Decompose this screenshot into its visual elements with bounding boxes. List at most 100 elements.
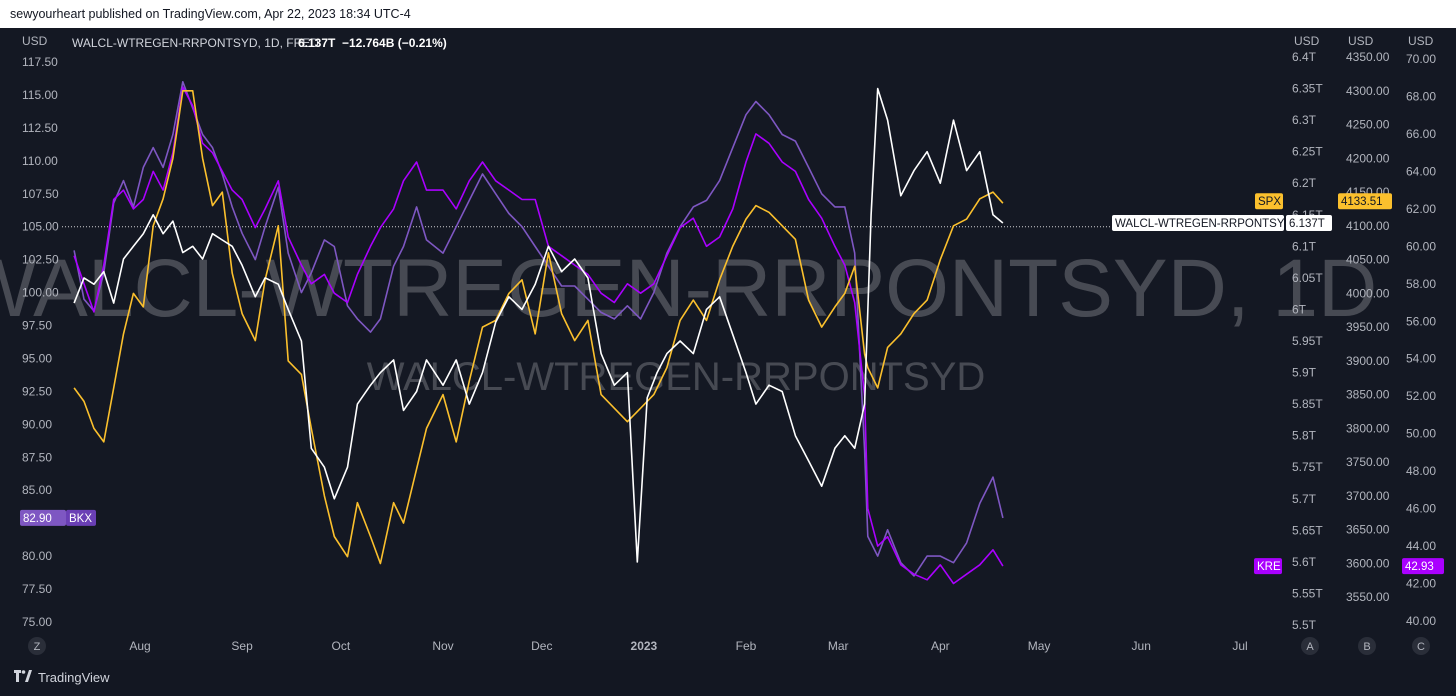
axis-tick-bkx: 85.00 — [22, 483, 52, 497]
unit-label-spx: USD — [1348, 34, 1374, 48]
axis-tick-bkx: 110.00 — [22, 154, 58, 168]
axis-tick-liquidity: 5.9T — [1292, 366, 1317, 380]
axis-tick-liquidity: 5.6T — [1292, 555, 1317, 569]
axis-tick-spx: 3550.00 — [1346, 590, 1390, 604]
axis-tick-liquidity: 6.25T — [1292, 145, 1323, 159]
axis-tick-liquidity: 5.95T — [1292, 334, 1323, 348]
axis-tick-bkx: 107.50 — [22, 187, 59, 201]
x-tick-label: 2023 — [631, 639, 658, 653]
axis-tick-bkx: 87.50 — [22, 450, 52, 464]
legend-change: −12.764B (−0.21%) — [342, 36, 447, 50]
axis-tick-spx: 3800.00 — [1346, 421, 1390, 435]
axis-tick-spx: 3700.00 — [1346, 489, 1390, 503]
axis-tick-kre: 42.00 — [1406, 577, 1436, 591]
axis-tick-bkx: 90.00 — [22, 417, 52, 431]
axis-tick-liquidity: 5.75T — [1292, 460, 1323, 474]
axis-tick-kre: 50.00 — [1406, 427, 1436, 441]
x-tick-label: Apr — [931, 639, 950, 653]
axis-tick-bkx: 77.50 — [22, 582, 52, 596]
svg-text:WALCL-WTREGEN-RRPONTSYD: WALCL-WTREGEN-RRPONTSYD — [1115, 218, 1293, 230]
axis-tick-kre: 40.00 — [1406, 614, 1436, 628]
axis-tick-bkx: 117.50 — [22, 55, 58, 69]
x-tick-label: May — [1028, 639, 1051, 653]
x-tick-label: Nov — [432, 639, 453, 653]
axis-tick-liquidity: 5.85T — [1292, 397, 1323, 411]
axis-tick-kre: 70.00 — [1406, 52, 1436, 66]
axis-tick-liquidity: 6.35T — [1292, 82, 1323, 96]
axis-tick-spx: 4250.00 — [1346, 118, 1390, 132]
axis-tick-liquidity: 5.5T — [1292, 618, 1317, 632]
corner-button-z[interactable]: Z — [28, 637, 46, 655]
axis-tick-spx: 4200.00 — [1346, 151, 1390, 165]
tradingview-logo[interactable]: TradingView — [14, 670, 110, 685]
series-line-bkx[interactable] — [73, 81, 1004, 577]
svg-text:BKX: BKX — [69, 513, 92, 525]
axis-tick-kre: 68.00 — [1406, 89, 1436, 103]
publish-header: sewyourheart published on TradingView.co… — [0, 0, 1456, 28]
last-value-badge-kre: 42.93 — [1402, 558, 1444, 575]
axis-tick-spx: 4100.00 — [1346, 219, 1390, 233]
axis-tick-kre: 60.00 — [1406, 239, 1436, 253]
series-name-badge-kre: KRE — [1254, 558, 1282, 575]
x-tick-label: Dec — [531, 639, 552, 653]
axis-tick-spx: 3600.00 — [1346, 556, 1390, 570]
svg-text:A: A — [1306, 641, 1314, 653]
x-tick-label: Aug — [129, 639, 150, 653]
x-tick-label: Oct — [332, 639, 351, 653]
axis-tick-kre: 46.00 — [1406, 502, 1436, 516]
corner-button-b[interactable]: B — [1358, 637, 1376, 655]
legend-value: 6.137T — [298, 36, 336, 50]
svg-text:6.137T: 6.137T — [1289, 218, 1325, 230]
series-name-badge-liquidity: WALCL-WTREGEN-RRPONTSYD — [1112, 214, 1293, 231]
axis-tick-kre: 44.00 — [1406, 539, 1436, 553]
axis-tick-liquidity: 6.4T — [1292, 50, 1317, 64]
series-line-kre[interactable] — [73, 86, 1004, 585]
axis-tick-liquidity: 5.55T — [1292, 586, 1323, 600]
corner-button-c[interactable]: C — [1412, 637, 1430, 655]
axis-tick-bkx: 105.00 — [22, 220, 59, 234]
series-line-liquidity[interactable] — [73, 87, 1004, 563]
axis-tick-liquidity: 6.3T — [1292, 113, 1317, 127]
last-value-badge-spx: 4133.51 — [1338, 193, 1392, 210]
x-tick-label: Jul — [1232, 639, 1247, 653]
publish-text: sewyourheart published on TradingView.co… — [10, 7, 411, 21]
axis-tick-liquidity: 6T — [1292, 302, 1307, 316]
axis-tick-liquidity: 5.65T — [1292, 523, 1323, 537]
axis-tick-spx: 3850.00 — [1346, 388, 1390, 402]
series-name-badge-spx: SPX — [1255, 193, 1283, 210]
axis-tick-kre: 54.00 — [1406, 352, 1436, 366]
tradingview-logo-icon — [14, 670, 32, 685]
svg-text:KRE: KRE — [1257, 561, 1281, 573]
axis-tick-spx: 4000.00 — [1346, 286, 1390, 300]
axis-tick-kre: 52.00 — [1406, 389, 1436, 403]
last-value-badge-bkx: 82.90 — [20, 509, 66, 526]
axis-tick-kre: 48.00 — [1406, 464, 1436, 478]
last-value-badge-liquidity: 6.137T — [1286, 214, 1332, 231]
axis-tick-bkx: 95.00 — [22, 351, 52, 365]
axis-tick-liquidity: 5.8T — [1292, 429, 1317, 443]
footer-brand: TradingView — [38, 670, 110, 685]
axis-tick-spx: 4350.00 — [1346, 50, 1390, 64]
x-tick-label: Feb — [736, 639, 757, 653]
x-tick-label: Sep — [231, 639, 253, 653]
svg-text:SPX: SPX — [1258, 196, 1281, 208]
axis-tick-spx: 3750.00 — [1346, 455, 1390, 469]
svg-text:4133.51: 4133.51 — [1341, 196, 1383, 208]
axis-tick-liquidity: 6.05T — [1292, 271, 1323, 285]
axis-tick-bkx: 102.50 — [22, 253, 59, 267]
watermark-big: WALCL-WTREGEN-RRPONTSYD, 1D — [0, 243, 1377, 334]
svg-text:C: C — [1417, 641, 1425, 653]
watermark-small: WALCL-WTREGEN-RRPONTSYD — [367, 355, 986, 399]
series-line-spx[interactable] — [73, 90, 1004, 565]
unit-label-liquidity: USD — [1294, 34, 1320, 48]
legend-symbol[interactable]: WALCL-WTREGEN-RRPONTSYD, 1D, FRED — [72, 36, 319, 50]
axis-tick-liquidity: 6.1T — [1292, 239, 1317, 253]
axis-tick-spx: 4300.00 — [1346, 84, 1390, 98]
axis-tick-kre: 62.00 — [1406, 202, 1436, 216]
svg-text:B: B — [1363, 641, 1370, 653]
corner-button-a[interactable]: A — [1301, 637, 1319, 655]
axis-tick-spx: 3900.00 — [1346, 354, 1390, 368]
chart-area[interactable]: USD USD USD USD WALCL-WTREGEN-RRPONTSYD,… — [0, 28, 1456, 660]
chart-svg[interactable]: USD USD USD USD WALCL-WTREGEN-RRPONTSYD,… — [0, 28, 1456, 660]
axis-tick-bkx: 75.00 — [22, 615, 52, 629]
